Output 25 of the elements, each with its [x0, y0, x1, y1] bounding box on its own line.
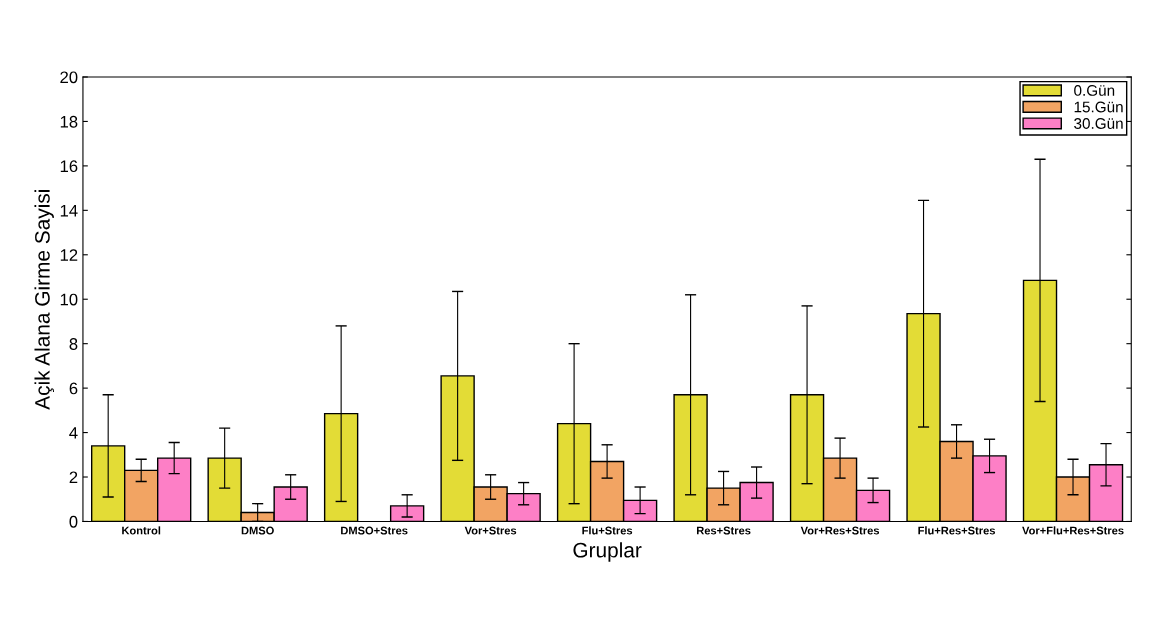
x-tick-label: Flu+Stres: [582, 526, 633, 535]
y-tick-label: 10: [60, 293, 78, 306]
x-tick-label: Vor+Res+Stres: [800, 526, 880, 535]
y-tick-label: 0: [69, 515, 78, 528]
x-tick-label: Res+Stres: [696, 526, 751, 535]
y-axis-title: Açik Alana Girme Sayisi: [34, 190, 54, 410]
y-tick-label: 18: [60, 115, 78, 128]
legend-label: 15.Gün: [1074, 101, 1123, 113]
y-tick-label: 20: [60, 71, 78, 84]
x-tick-label: Kontrol: [122, 526, 161, 535]
y-tick-label: 14: [60, 204, 78, 217]
y-tick-label: 8: [69, 338, 78, 350]
legend-label: 30.Gün: [1074, 118, 1123, 129]
x-axis-title: Gruplar: [573, 542, 642, 562]
x-tick-label: Vor+Stres: [464, 526, 517, 535]
x-tick-label: Vor+Flu+Res+Stres: [1022, 526, 1124, 535]
y-tick-label: 6: [69, 382, 78, 395]
y-tick-label: 12: [60, 249, 78, 261]
y-tick-label: 4: [69, 427, 78, 439]
y-tick-label: 16: [60, 160, 78, 173]
x-tick-label: Flu+Res+Stres: [918, 526, 995, 535]
x-tick-label: DMSO+Stres: [341, 526, 408, 535]
legend-label: 0.Gün: [1074, 85, 1115, 96]
x-tick-label: DMSO: [241, 526, 274, 535]
y-tick-label: 2: [69, 471, 78, 484]
